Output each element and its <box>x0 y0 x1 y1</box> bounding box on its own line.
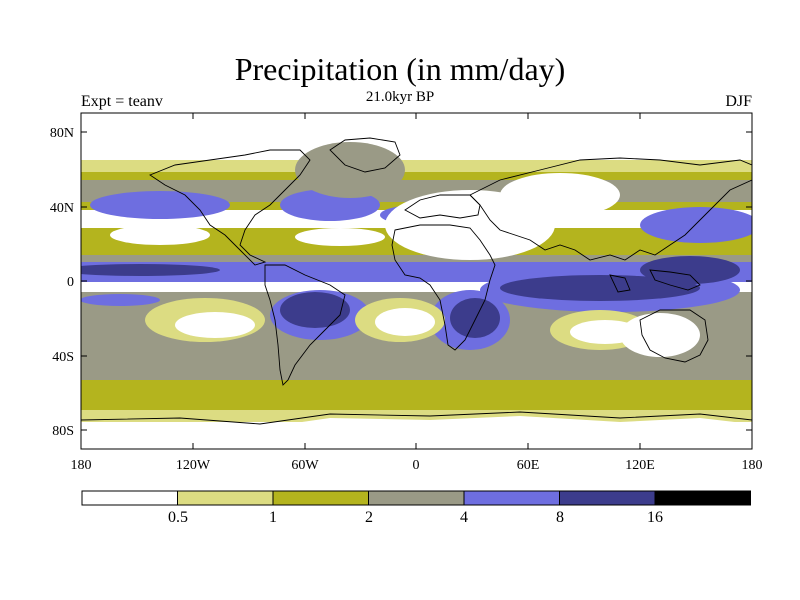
colorbar-swatch <box>272 490 369 506</box>
colorbar <box>81 490 751 506</box>
colorbar-swatch <box>654 490 751 506</box>
lon-label: 120W <box>176 458 211 473</box>
lat-label: 0 <box>67 275 74 290</box>
chart-title: Precipitation (in mm/day) <box>234 51 566 87</box>
colorbar-label: 2 <box>365 509 373 526</box>
lon-label: 180 <box>71 458 92 473</box>
lat-ticks <box>81 131 752 431</box>
colorbar-label: 0.5 <box>168 509 188 526</box>
lon-label: 60E <box>517 458 540 473</box>
lat-label: 40N <box>50 201 74 216</box>
lat-label: 80N <box>50 126 74 141</box>
lat-label: 40S <box>52 350 74 365</box>
season-label: DJF <box>725 93 752 110</box>
colorbar-swatch <box>81 490 178 506</box>
lon-label: 180 <box>742 458 763 473</box>
lon-label: 60W <box>291 458 319 473</box>
colorbar-swatch <box>463 490 560 506</box>
colorbar-swatch <box>177 490 274 506</box>
coastlines <box>81 137 752 425</box>
lon-label: 120E <box>625 458 655 473</box>
lat-label: 80S <box>52 424 74 439</box>
colorbar-label: 4 <box>460 509 468 526</box>
chart-subtitle: 21.0kyr BP <box>365 89 435 105</box>
precip-field <box>81 113 752 449</box>
lon-label: 0 <box>413 458 420 473</box>
colorbar-label: 16 <box>647 509 663 526</box>
colorbar-swatch <box>368 490 465 506</box>
lon-ticks <box>192 113 641 449</box>
colorbar-swatch <box>559 490 656 506</box>
experiment-label: Expt = teanv <box>81 93 163 110</box>
colorbar-label: 8 <box>556 509 564 526</box>
colorbar-label: 1 <box>269 509 277 526</box>
